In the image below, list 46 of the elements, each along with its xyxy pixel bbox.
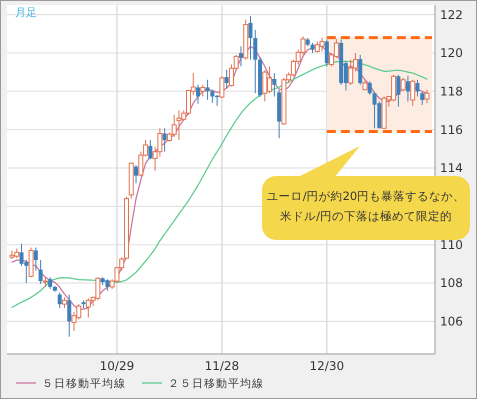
candlestick xyxy=(148,140,152,160)
candlestick xyxy=(410,79,416,106)
candlestick xyxy=(42,276,48,288)
candlestick xyxy=(420,90,424,106)
legend-label: ５日移動平均線 xyxy=(42,377,126,390)
y-tick-label: 114 xyxy=(440,161,463,176)
x-tick-label: 12/30 xyxy=(310,359,344,373)
y-tick-label: 116 xyxy=(440,122,463,137)
candlestick xyxy=(34,247,38,272)
candlestick xyxy=(310,42,315,54)
candlestick xyxy=(224,69,229,89)
candlestick xyxy=(200,84,206,97)
y-tick-label: 122 xyxy=(440,8,463,22)
candlestick xyxy=(272,72,276,97)
annotation: ユーロ/円が約20円も暴落するなか、米ドル/円の下落は極めて限定的 xyxy=(266,189,466,223)
candlestick xyxy=(424,89,430,104)
candlestick xyxy=(368,80,372,96)
candlestick xyxy=(162,128,167,152)
legend-label: ２５日移動平均線 xyxy=(168,377,264,390)
candlestick xyxy=(358,54,362,86)
candlestick xyxy=(396,74,400,108)
candlestick xyxy=(362,79,368,90)
y-tick-label: 108 xyxy=(440,276,463,290)
candlestick xyxy=(238,46,243,67)
candlestick xyxy=(134,164,138,184)
y-tick-label: 106 xyxy=(440,314,463,329)
x-tick-label: 10/29 xyxy=(100,359,134,373)
candlestick xyxy=(206,79,210,100)
candlestick xyxy=(38,260,43,285)
y-tick-label: 110 xyxy=(440,238,463,252)
candlestick xyxy=(196,84,200,104)
candlestick xyxy=(406,75,410,102)
candlestick xyxy=(62,296,67,308)
candlestick xyxy=(48,276,52,290)
candlestick xyxy=(400,77,406,92)
y-tick-label: 118 xyxy=(440,84,463,98)
x-tick-label: 11/28 xyxy=(204,359,240,373)
candlestick xyxy=(219,76,224,99)
candlestick xyxy=(58,292,62,308)
candlestick xyxy=(67,294,72,338)
candlestick xyxy=(324,39,329,67)
chart-title: 月足 xyxy=(15,6,37,19)
candlestick xyxy=(248,16,253,60)
y-tick-label: 120 xyxy=(440,46,463,60)
candlestick xyxy=(415,79,420,97)
candlestick xyxy=(253,29,258,94)
